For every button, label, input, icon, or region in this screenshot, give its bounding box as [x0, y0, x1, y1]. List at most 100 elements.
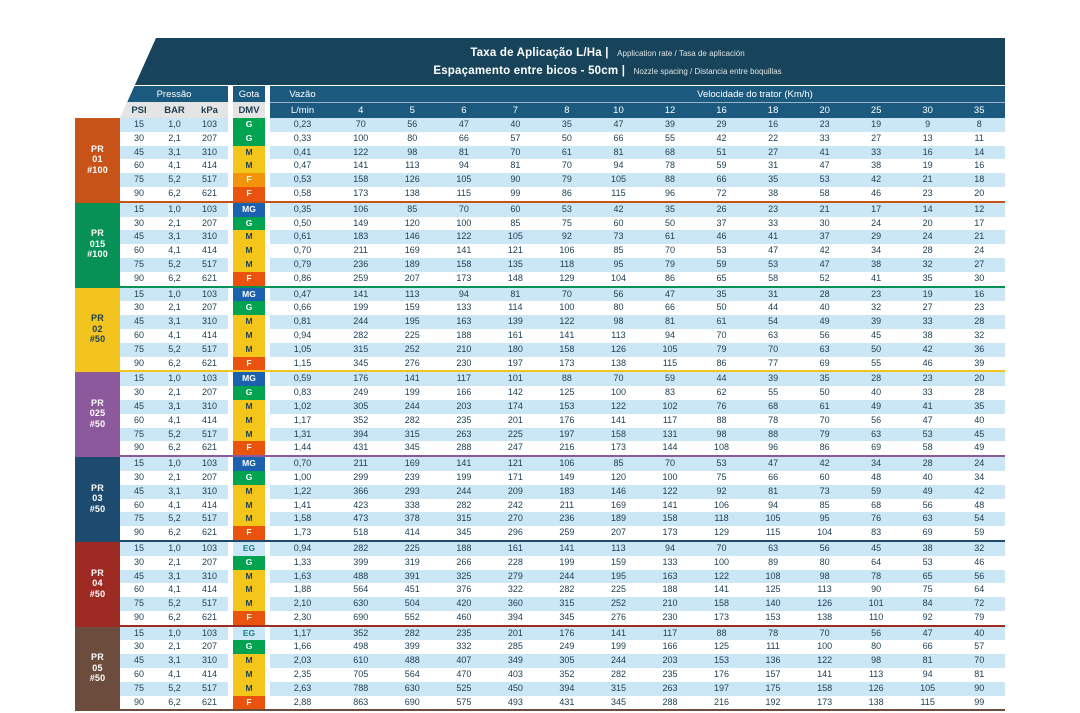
application-rate-cell: 690 — [404, 696, 420, 707]
table-row: 15 1,0 103 EG 0,94 282 225 188 161 141 113 94 70 63 56… — [120, 541, 1005, 556]
column-gap — [265, 695, 270, 710]
table-row: 75 5,2 517 F 0,53 158 126 105 90 79 105 88 66 35 53 42 2… — [120, 173, 1005, 187]
application-rate-cell: 120 — [404, 217, 420, 228]
application-rate-cell: 105 — [765, 513, 781, 524]
application-rate-cell: 85 — [510, 217, 521, 228]
flow-rate-cell: 0,33 — [293, 132, 312, 143]
flow-rate-cell: 1,88 — [293, 584, 312, 595]
table-row: 60 4,1 414 M 0,47 141 113 94 81 70 94 78 59 31 47 38 19 1… — [120, 159, 1005, 174]
application-rate-cell: 89 — [768, 556, 779, 567]
dmv-badge: MG — [233, 372, 265, 387]
application-rate-cell: 70 — [355, 119, 366, 129]
application-rate-cell: 121 — [507, 458, 523, 469]
dmv-badge: M — [233, 512, 265, 527]
group-separator — [75, 285, 1005, 288]
application-rate-cell: 8 — [976, 119, 982, 129]
application-rate-cell: 32 — [974, 329, 985, 340]
group-label-line: PR — [91, 143, 104, 154]
application-rate-cell: 113 — [817, 584, 832, 595]
table-row: 60 4,1 414 M 0,70 211 169 141 121 106 85 70 53 47 42 34… — [120, 244, 1005, 258]
psi-cell: 30 — [133, 387, 144, 398]
application-rate-cell: 113 — [868, 669, 884, 680]
psi-cell: 75 — [133, 258, 144, 269]
application-rate-cell: 142 — [507, 387, 523, 398]
group-rows: 15 1,0 103 MG 0,35 106 85 70 60 53 42 35 26 23 21 17 14 1… — [120, 202, 1005, 286]
dmv-badge: M — [233, 413, 265, 428]
application-rate-cell: 14 — [974, 146, 985, 157]
application-rate-cell: 57 — [974, 641, 985, 652]
kpa-cell: 103 — [201, 288, 218, 299]
application-rate-cell: 788 — [353, 682, 369, 693]
bar-cell: 3,1 — [168, 400, 181, 411]
kpa-cell: 207 — [201, 302, 218, 313]
application-rate-cell: 95 — [613, 258, 624, 269]
nozzle-group: PR 05 #50 15 1,0 103 EG 1,17 352 282 235 201 176 141 1… — [75, 626, 1005, 710]
kpa-cell: 517 — [201, 343, 218, 354]
application-rate-cell: 38 — [871, 160, 882, 171]
application-rate-cell: 210 — [456, 343, 472, 354]
column-gap — [265, 102, 270, 118]
application-rate-cell: 13 — [922, 132, 933, 143]
application-rate-cell: 315 — [610, 682, 626, 693]
flow-rate-cell: 0,79 — [293, 258, 312, 269]
application-rate-cell: 30 — [819, 217, 830, 228]
column-gap — [228, 230, 233, 245]
application-rate-cell: 173 — [662, 527, 678, 538]
column-gap — [265, 484, 270, 499]
table-row: 75 5,2 517 M 1,31 394 315 263 225 197 158 131 98 88 79… — [120, 427, 1005, 442]
application-rate-cell: 225 — [404, 542, 420, 553]
application-rate-cell: 101 — [868, 598, 884, 609]
kpa-cell: 621 — [201, 187, 218, 198]
application-rate-cell: 282 — [559, 584, 575, 595]
group-label: PR 01 #100 — [75, 118, 120, 201]
kpa-cell: 103 — [201, 627, 218, 638]
application-rate-cell: 60 — [819, 471, 830, 482]
application-rate-cell: 173 — [714, 611, 730, 622]
application-rate-cell: 39 — [871, 316, 882, 327]
kpa-cell: 414 — [201, 160, 218, 171]
application-rate-cell: 31 — [768, 288, 779, 299]
application-rate-cell: 20 — [974, 373, 985, 384]
dmv-badge: F — [233, 695, 265, 710]
group-label-line: #50 — [89, 673, 106, 684]
dmv-badge: F — [233, 186, 265, 201]
application-rate-cell: 76 — [716, 400, 727, 411]
column-gap — [228, 173, 233, 187]
application-rate-cell: 146 — [610, 485, 626, 496]
application-rate-cell: 105 — [920, 682, 936, 693]
application-rate-cell: 56 — [613, 288, 624, 299]
column-gap — [265, 372, 270, 387]
application-rate-cell: 135 — [507, 258, 523, 269]
kpa-cell: 517 — [201, 174, 218, 185]
application-rate-cell: 66 — [922, 641, 933, 652]
application-rate-cell: 399 — [404, 641, 420, 652]
application-rate-cell: 460 — [456, 611, 472, 622]
column-gap — [265, 342, 270, 357]
psi-cell: 45 — [133, 485, 144, 496]
column-gap — [265, 257, 270, 272]
application-rate-cell: 56 — [819, 329, 830, 340]
application-rate-cell: 55 — [768, 387, 779, 398]
column-gap — [228, 541, 233, 556]
speed-column-header: 12 — [644, 102, 696, 118]
column-gap — [265, 159, 270, 174]
kpa-cell: 310 — [201, 485, 218, 496]
application-rate-cell: 105 — [507, 231, 523, 242]
column-gap — [228, 569, 233, 584]
application-rate-cell: 133 — [662, 556, 678, 567]
application-rate-cell: 100 — [662, 471, 678, 482]
application-rate-cell: 78 — [768, 627, 779, 638]
application-rate-cell: 705 — [353, 669, 369, 680]
application-rate-cell: 79 — [819, 428, 830, 439]
application-rate-cell: 68 — [768, 400, 779, 411]
application-rate-cell: 39 — [664, 119, 675, 129]
application-rate-cell: 11 — [974, 132, 984, 143]
psi-cell: 30 — [133, 556, 144, 567]
flow-rate-cell: 1,63 — [293, 570, 312, 581]
application-rate-cell: 106 — [559, 458, 575, 469]
application-rate-cell: 141 — [559, 542, 575, 553]
bar-cell: 4,1 — [168, 245, 181, 256]
application-rate-cell: 88 — [768, 428, 779, 439]
application-rate-cell: 58 — [768, 272, 779, 283]
application-rate-cell: 40 — [974, 414, 985, 425]
